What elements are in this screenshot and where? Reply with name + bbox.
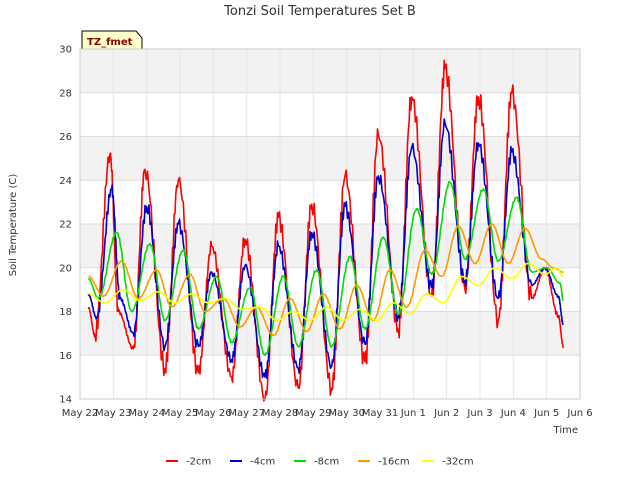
badge-box bbox=[81, 30, 143, 50]
plot-band bbox=[80, 136, 580, 181]
x-tick-label: May 22 bbox=[62, 408, 99, 419]
x-tick-label: May 26 bbox=[195, 408, 232, 419]
x-tick-label: Jun 2 bbox=[433, 408, 459, 419]
y-axis-ticks: 14 16 18 20 22 24 26 28 30 bbox=[59, 45, 72, 406]
y-tick-label: 18 bbox=[59, 307, 72, 318]
chart-title: Tonzi Soil Temperatures Set B bbox=[223, 4, 416, 19]
plot-band bbox=[80, 311, 580, 356]
badge-text: TZ_fmet bbox=[87, 37, 133, 48]
series-line-16cm bbox=[88, 223, 564, 337]
x-tick-label: May 30 bbox=[328, 408, 365, 419]
x-tick-label: May 24 bbox=[128, 408, 165, 419]
x-tick-label: Jun 3 bbox=[466, 408, 492, 419]
plot-band bbox=[80, 49, 580, 93]
x-tick-label: Jun 1 bbox=[400, 408, 426, 419]
series-line-32cm bbox=[88, 262, 564, 322]
y-tick-label: 16 bbox=[59, 351, 72, 362]
y-tick-label: 14 bbox=[59, 395, 72, 406]
legend: -2cm -4cm -8cm -16cm -32cm bbox=[166, 457, 474, 468]
y-tick-label: 30 bbox=[59, 45, 72, 56]
x-tick-label: Jun 4 bbox=[500, 408, 526, 419]
legend-label: -32cm bbox=[442, 457, 474, 468]
y-tick-label: 26 bbox=[59, 132, 72, 143]
x-tick-label: May 25 bbox=[162, 408, 199, 419]
series-lines bbox=[87, 59, 565, 402]
y-tick-label: 28 bbox=[59, 88, 72, 99]
x-tick-label: May 27 bbox=[228, 408, 265, 419]
x-tick-label: Jun 6 bbox=[566, 408, 592, 419]
series-line-4cm bbox=[87, 118, 564, 379]
x-tick-label: May 31 bbox=[362, 408, 399, 419]
x-tick-label: May 29 bbox=[295, 408, 332, 419]
legend-label: -8cm bbox=[314, 457, 339, 468]
plot-border bbox=[79, 48, 581, 400]
station-badge: TZ_fmet bbox=[81, 30, 143, 50]
y-tick-label: 22 bbox=[59, 220, 72, 231]
x-tick-label: May 28 bbox=[262, 408, 299, 419]
legend-label: -2cm bbox=[186, 457, 211, 468]
series-line-8cm bbox=[87, 181, 564, 357]
x-tick-label: May 23 bbox=[95, 408, 132, 419]
legend-label: -4cm bbox=[250, 457, 275, 468]
legend-label: -16cm bbox=[378, 457, 410, 468]
y-tick-label: 24 bbox=[59, 176, 72, 187]
y-axis-label: Soil Temperature (C) bbox=[8, 174, 19, 277]
y-tick-label: 20 bbox=[59, 263, 72, 274]
x-axis-label: Time bbox=[553, 425, 578, 436]
x-tick-label: Jun 5 bbox=[533, 408, 559, 419]
